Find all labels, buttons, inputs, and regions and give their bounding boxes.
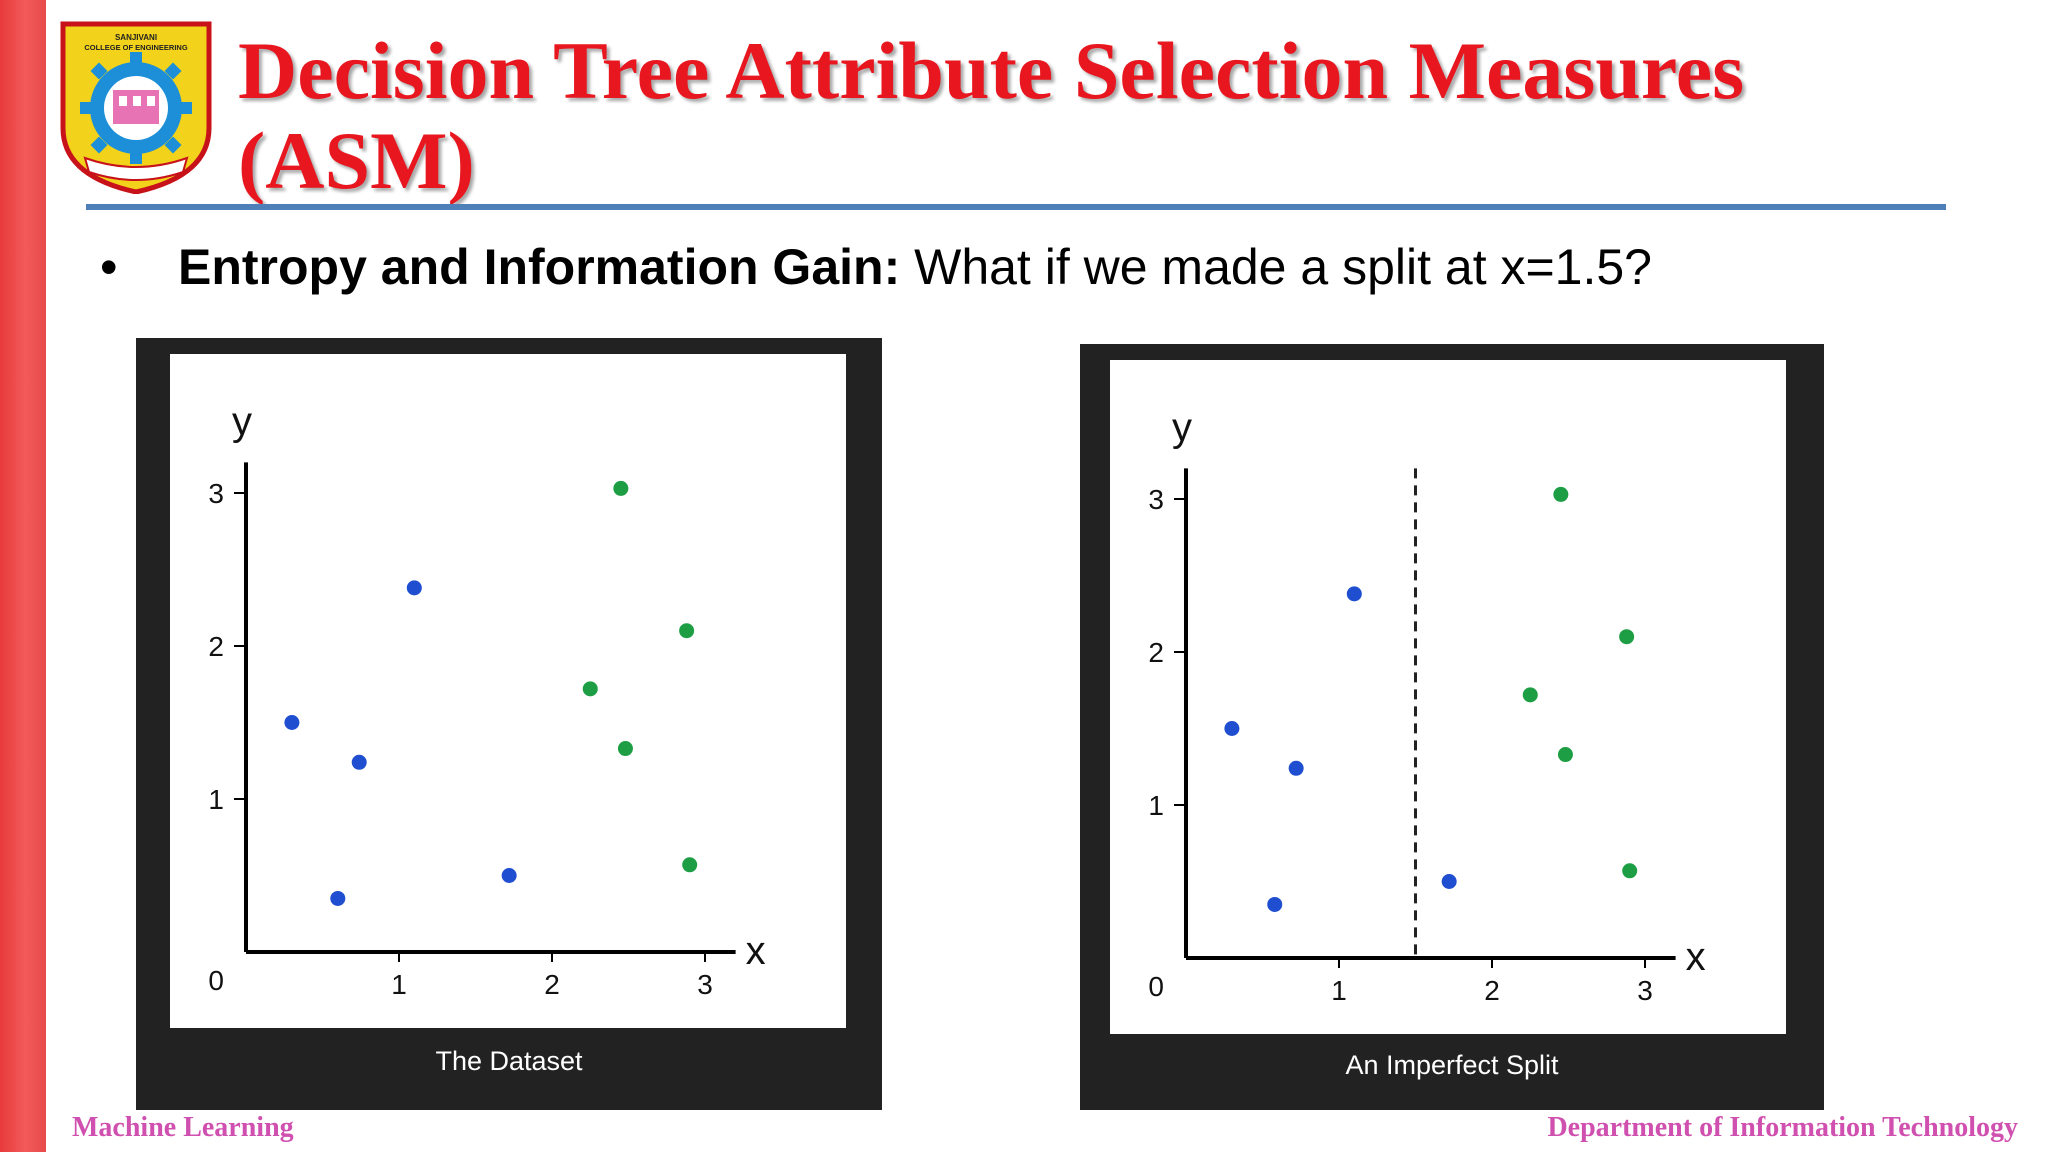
bullet-point: • Entropy and Information Gain: What if w…: [100, 238, 1652, 296]
data-point: [351, 754, 367, 770]
title-underline: [86, 204, 1946, 210]
footer-course: Machine Learning: [72, 1112, 294, 1143]
data-point: [1267, 896, 1283, 912]
y-axis-label: y: [1172, 405, 1192, 449]
bullet-label: Entropy and Information Gain:: [178, 239, 901, 295]
x-axis-label: x: [1686, 935, 1706, 979]
x-tick-label: 2: [544, 969, 560, 1000]
x-tick-label: 3: [697, 969, 713, 1000]
data-point: [613, 480, 629, 496]
bullet-text: What if we made a split at x=1.5?: [914, 239, 1652, 295]
data-point: [284, 715, 300, 730]
figure-panel-split: 1 2 3 1 2 3 0 x y An Imperfect Split: [1080, 344, 1824, 1110]
data-point: [1522, 687, 1538, 703]
data-point: [617, 741, 633, 757]
data-point: [682, 857, 698, 873]
data-point: [1553, 486, 1569, 502]
footer-department: Department of Information Technology: [1547, 1112, 2018, 1143]
svg-text:SANJIVANI: SANJIVANI: [115, 33, 157, 42]
y-axis-label: y: [232, 399, 252, 443]
y-tick-label: 3: [1148, 484, 1164, 515]
data-point: [1224, 721, 1240, 736]
x-tick-label: 1: [1331, 975, 1347, 1006]
left-accent-bar: [0, 0, 46, 1152]
data-point: [1346, 586, 1362, 602]
data-point: [1622, 863, 1638, 879]
data-point: [1619, 629, 1635, 645]
y-tick-label: 2: [1148, 637, 1164, 668]
scatter-chart-dataset: 1 2 3 1 2 3 0 x y: [208, 399, 766, 1000]
svg-text:COLLEGE OF ENGINEERING: COLLEGE OF ENGINEERING: [84, 43, 188, 52]
data-point: [1288, 760, 1304, 776]
x-tick-label: 1: [391, 969, 407, 1000]
y-tick-label: 1: [208, 784, 224, 815]
college-logo: SANJIVANI COLLEGE OF ENGINEERING: [60, 21, 212, 194]
x-tick-label: 2: [1484, 975, 1500, 1006]
data-point: [406, 580, 422, 596]
data-point: [330, 890, 346, 906]
figure-panel-dataset: 1 2 3 1 2 3 0 x y The Dataset: [136, 338, 882, 1110]
bullet-icon: •: [100, 239, 118, 295]
y-tick-label: 1: [1148, 790, 1164, 821]
origin-label: 0: [1148, 971, 1164, 1002]
y-tick-label: 3: [208, 478, 224, 509]
y-tick-label: 2: [208, 631, 224, 662]
data-point: [582, 681, 598, 697]
data-point: [1557, 747, 1573, 763]
figure-caption: An Imperfect Split: [1345, 1050, 1559, 1080]
data-point: [1441, 874, 1457, 889]
scatter-chart-split: 1 2 3 1 2 3 0 x y: [1148, 405, 1706, 1006]
x-tick-label: 3: [1637, 975, 1653, 1006]
origin-label: 0: [208, 965, 224, 996]
x-axis-label: x: [746, 929, 766, 973]
slide-title: Decision Tree Attribute Selection Measur…: [238, 25, 1745, 206]
data-point: [679, 623, 695, 639]
figure-caption: The Dataset: [435, 1046, 583, 1076]
data-point: [501, 868, 517, 883]
